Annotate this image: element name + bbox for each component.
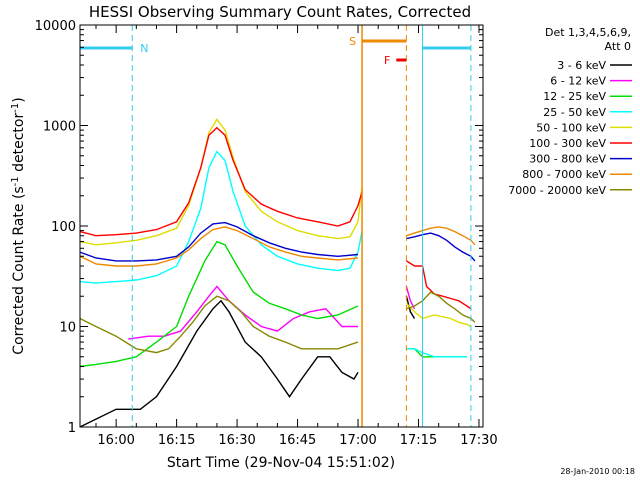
series-line-after-saa-5 [406,260,472,310]
series-line-8 [79,295,359,354]
legend-entry-label: 12 - 25 keV [543,90,606,103]
x-tick-label: 17:00 [339,433,376,448]
series-line-1 [128,285,358,340]
legend-entry-label: 7000 - 20000 keV [508,184,606,197]
legend-title-line1: Det 1,3,4,5,6,9, [545,26,631,39]
series-line-after-saa-6 [406,232,476,262]
series-line-after-saa-0 [405,296,416,319]
x-tick-label: 17:15 [400,433,437,448]
svg-text:Corrected Count Rate (s-1 dete: Corrected Count Rate (s-1 detector-1) [10,97,27,354]
flare-label: F [384,54,390,67]
x-tick-label: 16:30 [218,433,255,448]
series-line-7 [79,226,359,267]
x-axis-title: Start Time (29-Nov-04 15:51:02) [167,455,395,471]
y-tick-label: 1 [68,421,76,436]
y-tick-label: 100 [51,220,76,235]
legend: 3 - 6 keV 6 - 12 keV 12 - 25 keV 25 - 50 ke… [508,59,632,197]
night-label: N [140,42,148,55]
series-line-6 [79,221,359,262]
saa-label: S [349,35,356,48]
legend-entry-label: 100 - 300 keV [529,137,606,150]
y-axis-title: Corrected Count Rate (s-1 detector-1) [10,97,27,354]
legend-entry-label: 50 - 100 keV [536,121,606,134]
legend-title-line2: Att 0 [605,40,631,53]
chart-title: HESSI Observing Summary Count Rates, Cor… [89,3,471,21]
legend-entry-label: 6 - 12 keV [550,75,606,88]
y-tick-label: 10000 [35,19,76,34]
y-tick-label: 10 [59,321,76,336]
interval-layer: N S F [79,25,472,427]
legend-entry-label: 300 - 800 keV [529,153,606,166]
legend-entry-label: 3 - 6 keV [557,59,606,72]
legend-entry-label: 800 - 7000 keV [522,168,606,181]
series-line-after-saa-8 [406,291,476,323]
series-layer [79,118,476,428]
series-line-5 [79,126,363,237]
x-tick-label: 16:45 [279,433,316,448]
tick-layer: 16:00 16:15 16:30 16:45 17:00 17:15 17:30 1 10 10… [35,19,498,448]
series-line-after-saa-3 [406,348,467,358]
x-tick-label: 17:30 [460,433,497,448]
x-tick-label: 16:00 [97,433,134,448]
series-line-0 [79,299,359,428]
series-line-2 [79,240,359,368]
x-tick-label: 16:15 [158,433,195,448]
series-line-after-saa-7 [406,226,476,246]
footer-date: 28-Jan-2010 00:18 [560,467,635,476]
y-tick-label: 1000 [43,120,76,135]
series-line-4 [79,118,363,246]
series-line-3 [79,150,363,284]
legend-entry-label: 25 - 50 keV [543,106,606,119]
series-line-after-saa-4 [405,302,472,328]
